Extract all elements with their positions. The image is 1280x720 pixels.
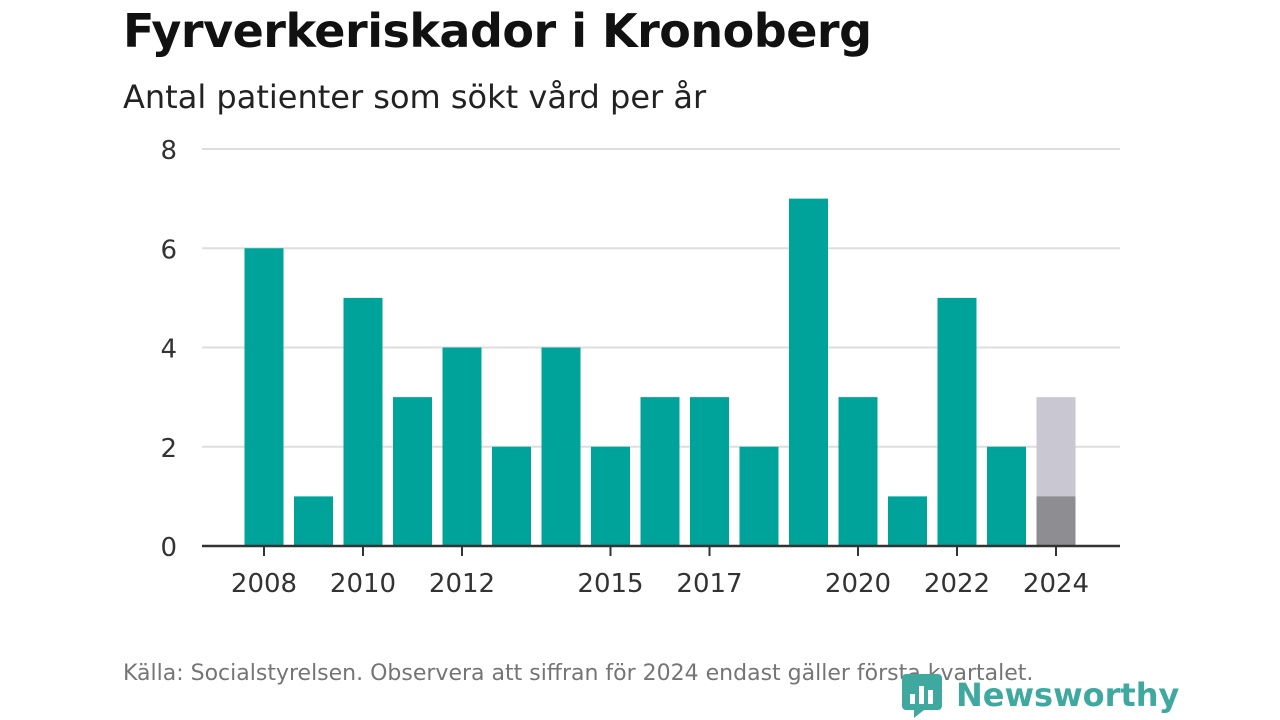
x-tick-label: 2024 — [1023, 569, 1089, 599]
bar — [442, 347, 482, 546]
bar — [739, 446, 779, 546]
bar — [838, 397, 878, 546]
bar — [987, 446, 1026, 546]
brand-name: Newsworthy — [956, 676, 1180, 714]
bar — [393, 397, 432, 546]
x-tick-label: 2010 — [330, 569, 396, 599]
bar — [789, 198, 828, 546]
x-tick-label: 2017 — [676, 569, 742, 599]
source-note: Källa: Socialstyrelsen. Observera att si… — [123, 661, 1034, 686]
bar — [640, 397, 680, 546]
y-tick-label: 0 — [160, 533, 177, 563]
y-tick-label: 6 — [160, 235, 177, 265]
bar — [937, 297, 977, 546]
bar — [1036, 496, 1076, 546]
x-tick-label: 2012 — [429, 569, 495, 599]
y-tick-label: 8 — [160, 136, 177, 166]
bar — [244, 248, 284, 546]
bar — [294, 496, 333, 546]
chart-title: Fyrverkeriskador i Kronoberg — [123, 4, 872, 58]
bar — [541, 347, 581, 546]
bar — [591, 446, 630, 546]
newsworthy-logo: Newsworthy — [900, 670, 1179, 720]
y-tick-label: 2 — [160, 434, 177, 464]
newsworthy-icon — [902, 674, 942, 718]
bar — [888, 496, 927, 546]
y-tick-label: 4 — [160, 335, 177, 365]
bar-chart: 0 2 4 6 8 2008 2010 2012 2015 2017 2020 2022 2024 — [160, 136, 1120, 599]
x-tick-label: 2020 — [825, 569, 891, 599]
chart-subtitle: Antal patienter som sökt vård per år — [123, 78, 707, 116]
x-tick-label: 2022 — [924, 569, 990, 599]
bar — [343, 297, 383, 546]
x-tick-label: 2008 — [231, 569, 297, 599]
bar — [690, 397, 729, 546]
bar — [492, 446, 531, 546]
x-tick-label: 2015 — [577, 569, 643, 599]
